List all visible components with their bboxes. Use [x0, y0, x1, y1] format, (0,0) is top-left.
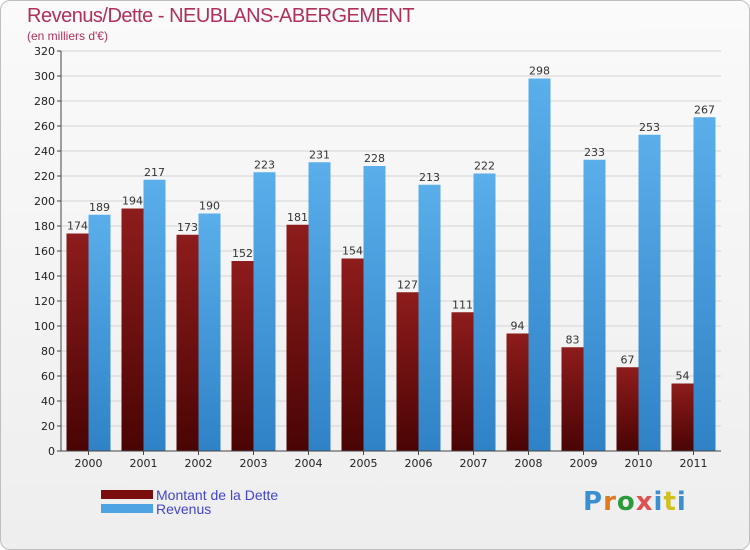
bar-dette-2002 — [176, 234, 199, 451]
y-tick-label: 320 — [34, 45, 55, 58]
bar-revenus-2011 — [693, 117, 716, 451]
y-tick-label: 200 — [34, 195, 55, 208]
bar-dette-2004 — [286, 224, 309, 451]
x-tick-label-2005: 2005 — [350, 457, 378, 470]
chart-subtitle: (en milliers d'€) — [27, 29, 108, 43]
x-tick-label-2000: 2000 — [75, 457, 103, 470]
y-tick-label: 160 — [34, 245, 55, 258]
bar-dette-2008 — [506, 333, 529, 451]
bar-revenus-2008 — [528, 78, 551, 451]
bar-revenus-2005 — [363, 166, 386, 451]
legend-label-dette: Montant de la Dette — [156, 487, 279, 503]
label-dette-2008: 94 — [511, 320, 525, 333]
label-dette-2010: 67 — [621, 353, 635, 366]
y-tick-label: 20 — [41, 420, 55, 433]
label-dette-2001: 194 — [122, 195, 143, 208]
bar-dette-2003 — [231, 261, 254, 451]
bar-dette-2007 — [451, 312, 474, 451]
label-revenus-2010: 253 — [639, 121, 660, 134]
bar-dette-2001 — [121, 208, 144, 451]
y-tick-label: 120 — [34, 295, 55, 308]
label-revenus-2008: 298 — [529, 65, 550, 78]
label-dette-2009: 83 — [566, 333, 580, 346]
x-tick-label-2009: 2009 — [570, 457, 598, 470]
bar-dette-2009 — [561, 347, 584, 451]
label-dette-2006: 127 — [397, 278, 418, 291]
y-tick-label: 100 — [34, 320, 55, 333]
y-tick-label: 80 — [41, 345, 55, 358]
label-revenus-2002: 190 — [199, 200, 220, 213]
y-tick-label: 240 — [34, 145, 55, 158]
y-tick-label: 140 — [34, 270, 55, 283]
y-tick-label: 300 — [34, 70, 55, 83]
label-revenus-2009: 233 — [584, 146, 605, 159]
x-tick-label-2003: 2003 — [240, 457, 268, 470]
legend-swatch-dette — [101, 490, 153, 499]
bar-revenus-2001 — [143, 179, 166, 451]
y-tick-label: 220 — [34, 170, 55, 183]
bar-dette-2005 — [341, 258, 364, 451]
legend-label-revenus: Revenus — [156, 501, 212, 517]
label-revenus-2005: 228 — [364, 152, 385, 165]
label-revenus-2007: 222 — [474, 160, 495, 173]
x-tick-label-2004: 2004 — [295, 457, 323, 470]
bar-revenus-2002 — [198, 213, 221, 451]
label-dette-2004: 181 — [287, 211, 308, 224]
bar-dette-2006 — [396, 292, 419, 451]
x-axis-ticks: 2000 2001 2002 2003 2004 2005 2006 2007 2008 2009… — [75, 451, 708, 470]
bars — [66, 78, 716, 451]
legend-swatch-revenus — [101, 504, 153, 513]
x-tick-label-2006: 2006 — [405, 457, 433, 470]
y-axis-ticks: 0 20 40 60 80 100 120 140 160 180 200 220 240 260 280 3… — [34, 45, 55, 458]
label-revenus-2003: 223 — [254, 158, 275, 171]
bar-dette-2000 — [66, 233, 89, 451]
label-dette-2002: 173 — [177, 221, 198, 234]
label-revenus-2000: 189 — [89, 201, 110, 214]
bar-revenus-2009 — [583, 159, 606, 451]
x-tick-label-2008: 2008 — [515, 457, 543, 470]
label-dette-2003: 152 — [232, 247, 253, 260]
y-tick-label: 180 — [34, 220, 55, 233]
y-tick-label: 60 — [41, 370, 55, 383]
y-tick-label: 280 — [34, 95, 55, 108]
label-dette-2007: 111 — [452, 298, 473, 311]
axes — [60, 51, 721, 452]
bar-revenus-2010 — [638, 134, 661, 451]
y-tick-label: 260 — [34, 120, 55, 133]
label-revenus-2011: 267 — [694, 103, 715, 116]
bar-revenus-2000 — [88, 214, 111, 451]
label-dette-2005: 154 — [342, 245, 363, 258]
x-tick-label-2002: 2002 — [185, 457, 213, 470]
y-tick-label: 0 — [48, 445, 55, 458]
x-tick-label-2007: 2007 — [460, 457, 488, 470]
proxiti-logo: Proxiti — [583, 487, 687, 517]
label-revenus-2004: 231 — [309, 148, 330, 161]
label-dette-2000: 174 — [67, 220, 88, 233]
x-tick-label-2011: 2011 — [680, 457, 708, 470]
x-tick-label-2001: 2001 — [130, 457, 158, 470]
label-revenus-2001: 217 — [144, 166, 165, 179]
bar-dette-2011 — [671, 383, 694, 451]
bar-revenus-2006 — [418, 184, 441, 451]
bar-dette-2010 — [616, 367, 639, 451]
label-revenus-2006: 213 — [419, 171, 440, 184]
bar-revenus-2007 — [473, 173, 496, 451]
chart-title: Revenus/Dette - NEUBLANS-ABERGEMENT — [27, 5, 415, 27]
bar-revenus-2004 — [308, 162, 331, 451]
y-tick-label: 40 — [41, 395, 55, 408]
grid-lines — [57, 50, 721, 452]
label-dette-2011: 54 — [676, 370, 690, 383]
x-tick-label-2010: 2010 — [625, 457, 653, 470]
bar-revenus-2003 — [253, 172, 276, 451]
